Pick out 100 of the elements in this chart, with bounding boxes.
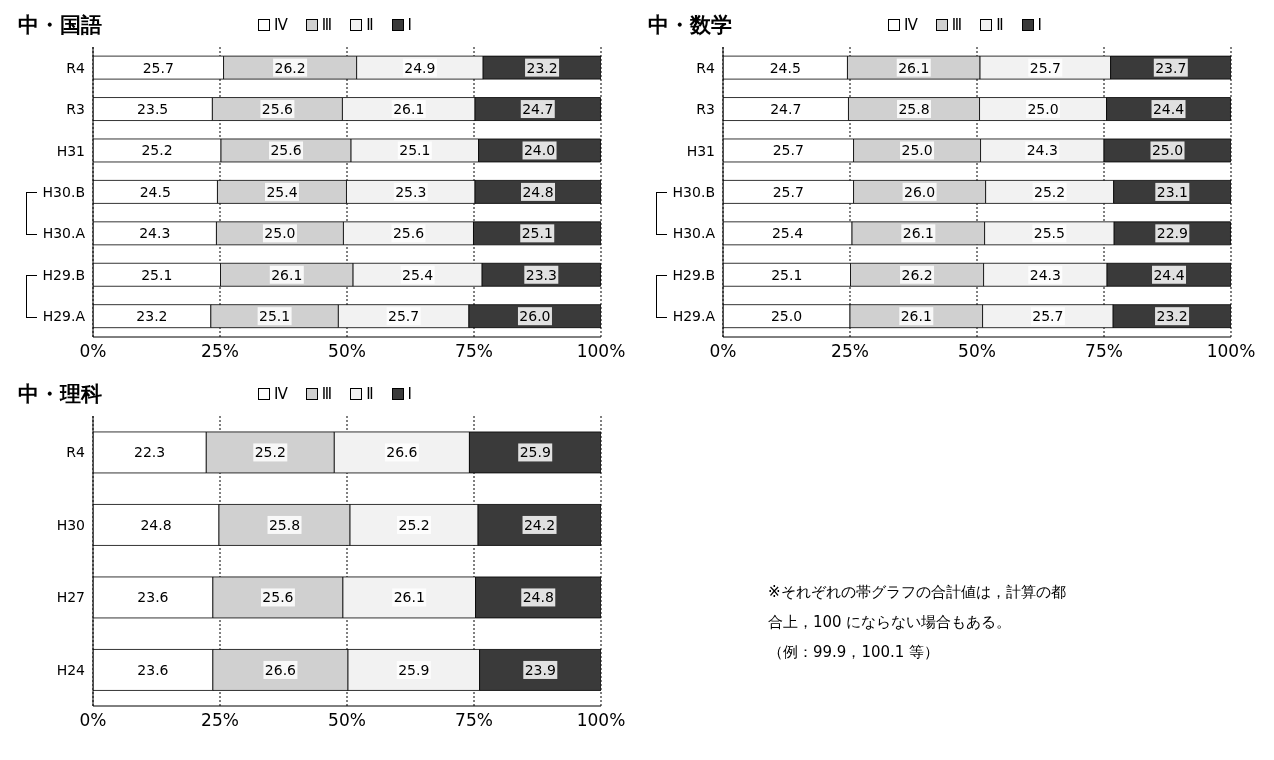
- data-label: 23.2: [526, 59, 558, 76]
- data-label: 25.2: [141, 142, 173, 159]
- data-label: 25.4: [266, 183, 298, 200]
- data-label: 24.3: [139, 225, 171, 242]
- data-label: 25.7: [772, 183, 804, 200]
- data-label: 25.1: [521, 225, 553, 242]
- x-tick-label: 25%: [201, 341, 239, 362]
- x-tick-label: 75%: [455, 710, 493, 731]
- data-label: 23.5: [137, 101, 169, 118]
- y-tick-label: H29.A: [42, 308, 86, 325]
- data-label: 25.7: [1032, 308, 1064, 325]
- x-tick-label: 0%: [79, 710, 107, 731]
- data-label: 25.8: [268, 516, 301, 533]
- data-label: 26.2: [901, 266, 933, 283]
- x-tick-label: 50%: [328, 710, 366, 731]
- text: ※それぞれの帯グラフの合計値は，計算の都合上，100 にならない場合もある。: [768, 582, 1067, 633]
- y-tick-label: R4: [696, 59, 716, 76]
- chart-title: 中・理科: [18, 381, 103, 408]
- data-label: 23.1: [1156, 183, 1188, 200]
- data-label: 23.6: [137, 589, 169, 606]
- data-label: 25.4: [402, 266, 434, 283]
- data-label: 25.2: [254, 444, 286, 461]
- x-tick-label: 0%: [79, 341, 107, 362]
- data-label: 25.0: [264, 225, 296, 242]
- y-tick-label: H30.A: [42, 225, 86, 242]
- x-tick-label: 100%: [576, 710, 626, 731]
- data-label: 26.6: [264, 661, 297, 678]
- data-label: 23.2: [1156, 308, 1188, 325]
- data-label: 24.7: [770, 101, 802, 118]
- y-tick-label: R3: [696, 101, 715, 118]
- data-label: 25.6: [261, 101, 294, 118]
- data-label: 25.2: [1034, 183, 1066, 200]
- data-label: 25.1: [141, 266, 173, 283]
- data-label: 23.6: [137, 661, 169, 678]
- legend-label: Ⅰ: [1037, 16, 1043, 34]
- legend-label: Ⅳ: [274, 16, 288, 34]
- y-tick-label: H30.A: [672, 225, 716, 242]
- legend-label: Ⅱ: [366, 16, 374, 34]
- data-label: 24.4: [1152, 101, 1185, 118]
- data-label: 25.5: [1033, 225, 1065, 242]
- x-tick-label: 25%: [201, 710, 239, 731]
- data-label: 23.7: [1155, 59, 1187, 76]
- data-label: 25.0: [1027, 101, 1059, 118]
- data-label: 24.8: [522, 589, 554, 606]
- data-label: 26.1: [902, 225, 934, 242]
- data-label: 24.3: [1029, 266, 1061, 283]
- data-label: 23.9: [524, 661, 556, 678]
- legend-label: Ⅳ: [274, 385, 288, 403]
- data-label: 25.9: [398, 661, 430, 678]
- data-label: 24.8: [140, 516, 172, 533]
- data-label: 23.2: [136, 308, 168, 325]
- legend-label: Ⅲ: [321, 385, 333, 403]
- data-label: 25.7: [142, 59, 174, 76]
- legend-label: Ⅰ: [407, 16, 413, 34]
- x-tick-label: 50%: [328, 341, 366, 362]
- data-label: 24.4: [1153, 266, 1185, 283]
- data-label: 26.1: [898, 59, 930, 76]
- data-label: 25.0: [770, 308, 803, 325]
- x-tick-label: 100%: [1206, 341, 1256, 362]
- data-label: 26.6: [386, 444, 418, 461]
- data-label: 25.1: [771, 266, 803, 283]
- data-label: 26.0: [904, 183, 936, 200]
- x-tick-label: 50%: [958, 341, 996, 362]
- data-label: 25.7: [1029, 59, 1061, 76]
- data-label: 22.3: [134, 444, 166, 461]
- data-label: 25.1: [259, 308, 291, 325]
- x-tick-label: 25%: [831, 341, 869, 362]
- data-label: 26.1: [393, 101, 425, 118]
- y-tick-label: H30: [56, 516, 85, 533]
- data-label: 24.5: [769, 59, 801, 76]
- data-label: 25.6: [270, 142, 302, 159]
- data-label: 25.1: [399, 142, 431, 159]
- y-tick-label: H30.B: [672, 183, 715, 200]
- data-label: 26.2: [274, 59, 306, 76]
- y-tick-label: H27: [56, 589, 85, 606]
- data-label: 23.3: [525, 266, 557, 283]
- data-label: 25.7: [388, 308, 420, 325]
- y-tick-label: H24: [56, 661, 86, 678]
- data-label: 24.5: [139, 183, 171, 200]
- y-tick-label: R4: [66, 444, 86, 461]
- data-label: 25.0: [1151, 142, 1184, 159]
- data-label: 25.8: [898, 101, 930, 118]
- data-label: 24.2: [523, 516, 556, 533]
- legend-label: Ⅱ: [996, 16, 1004, 34]
- chart-title: 中・国語: [18, 12, 103, 39]
- y-tick-label: R3: [66, 101, 85, 118]
- data-label: 24.0: [523, 142, 556, 159]
- data-label: 26.1: [900, 308, 932, 325]
- data-label: 25.9: [519, 444, 551, 461]
- data-label: 24.8: [522, 183, 554, 200]
- data-label: 25.6: [262, 589, 294, 606]
- data-label: 26.1: [393, 589, 425, 606]
- y-tick-label: R4: [66, 59, 86, 76]
- legend-label: Ⅰ: [407, 385, 413, 403]
- y-tick-label: H29.A: [672, 308, 716, 325]
- x-tick-label: 75%: [1085, 341, 1123, 362]
- data-label: 22.9: [1156, 225, 1188, 242]
- data-label: 24.9: [404, 59, 436, 76]
- y-tick-label: H31: [686, 142, 715, 159]
- data-label: 26.1: [271, 266, 303, 283]
